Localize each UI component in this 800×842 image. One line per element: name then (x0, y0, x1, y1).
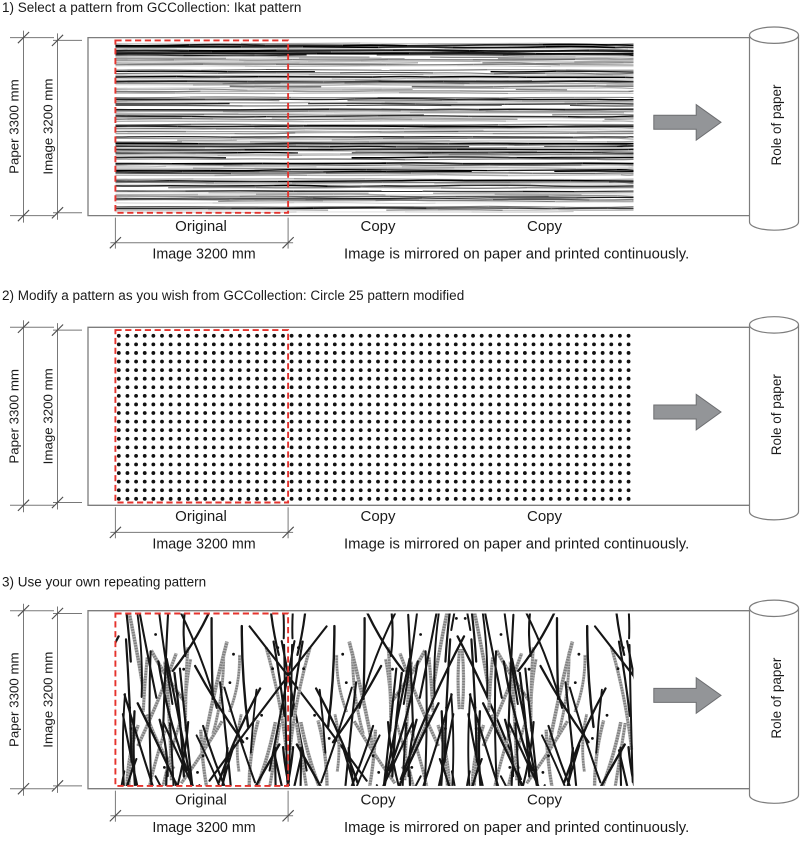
svg-text:2) Modify a pattern as you wis: 2) Modify a pattern as you wish from GCC… (2, 288, 464, 303)
svg-text:Image 3200 mm: Image 3200 mm (152, 536, 255, 552)
svg-text:Image 3200 mm: Image 3200 mm (152, 820, 255, 836)
svg-text:Copy: Copy (527, 791, 563, 808)
svg-text:Role of paper: Role of paper (769, 84, 784, 166)
svg-text:Original: Original (175, 508, 227, 525)
svg-text:Image is mirrored on paper and: Image is mirrored on paper and printed c… (344, 820, 689, 836)
svg-text:Copy: Copy (360, 791, 396, 808)
svg-text:Image is mirrored on paper and: Image is mirrored on paper and printed c… (344, 247, 689, 263)
svg-text:Paper 3300 mm: Paper 3300 mm (7, 369, 22, 464)
svg-text:Image is mirrored on paper and: Image is mirrored on paper and printed c… (344, 536, 689, 552)
svg-text:Image 3200 mm: Image 3200 mm (41, 79, 56, 175)
svg-text:1) Select a pattern from GCCol: 1) Select a pattern from GCCollection: I… (2, 0, 301, 15)
svg-text:Copy: Copy (360, 508, 396, 525)
svg-text:Original: Original (175, 218, 227, 235)
svg-text:3) Use your own repeating patt: 3) Use your own repeating pattern (2, 574, 206, 589)
svg-text:Copy: Copy (527, 218, 563, 235)
svg-text:Paper 3300 mm: Paper 3300 mm (7, 652, 22, 747)
svg-text:Copy: Copy (527, 508, 563, 525)
svg-text:Image 3200 mm: Image 3200 mm (41, 368, 56, 464)
svg-text:Image 3200 mm: Image 3200 mm (152, 247, 255, 263)
svg-text:Image 3200 mm: Image 3200 mm (41, 652, 56, 748)
svg-text:Paper 3300 mm: Paper 3300 mm (7, 79, 22, 174)
svg-text:Role of paper: Role of paper (769, 657, 784, 739)
svg-text:Original: Original (175, 791, 227, 808)
svg-text:Role of paper: Role of paper (769, 374, 784, 456)
svg-text:Copy: Copy (360, 218, 396, 235)
